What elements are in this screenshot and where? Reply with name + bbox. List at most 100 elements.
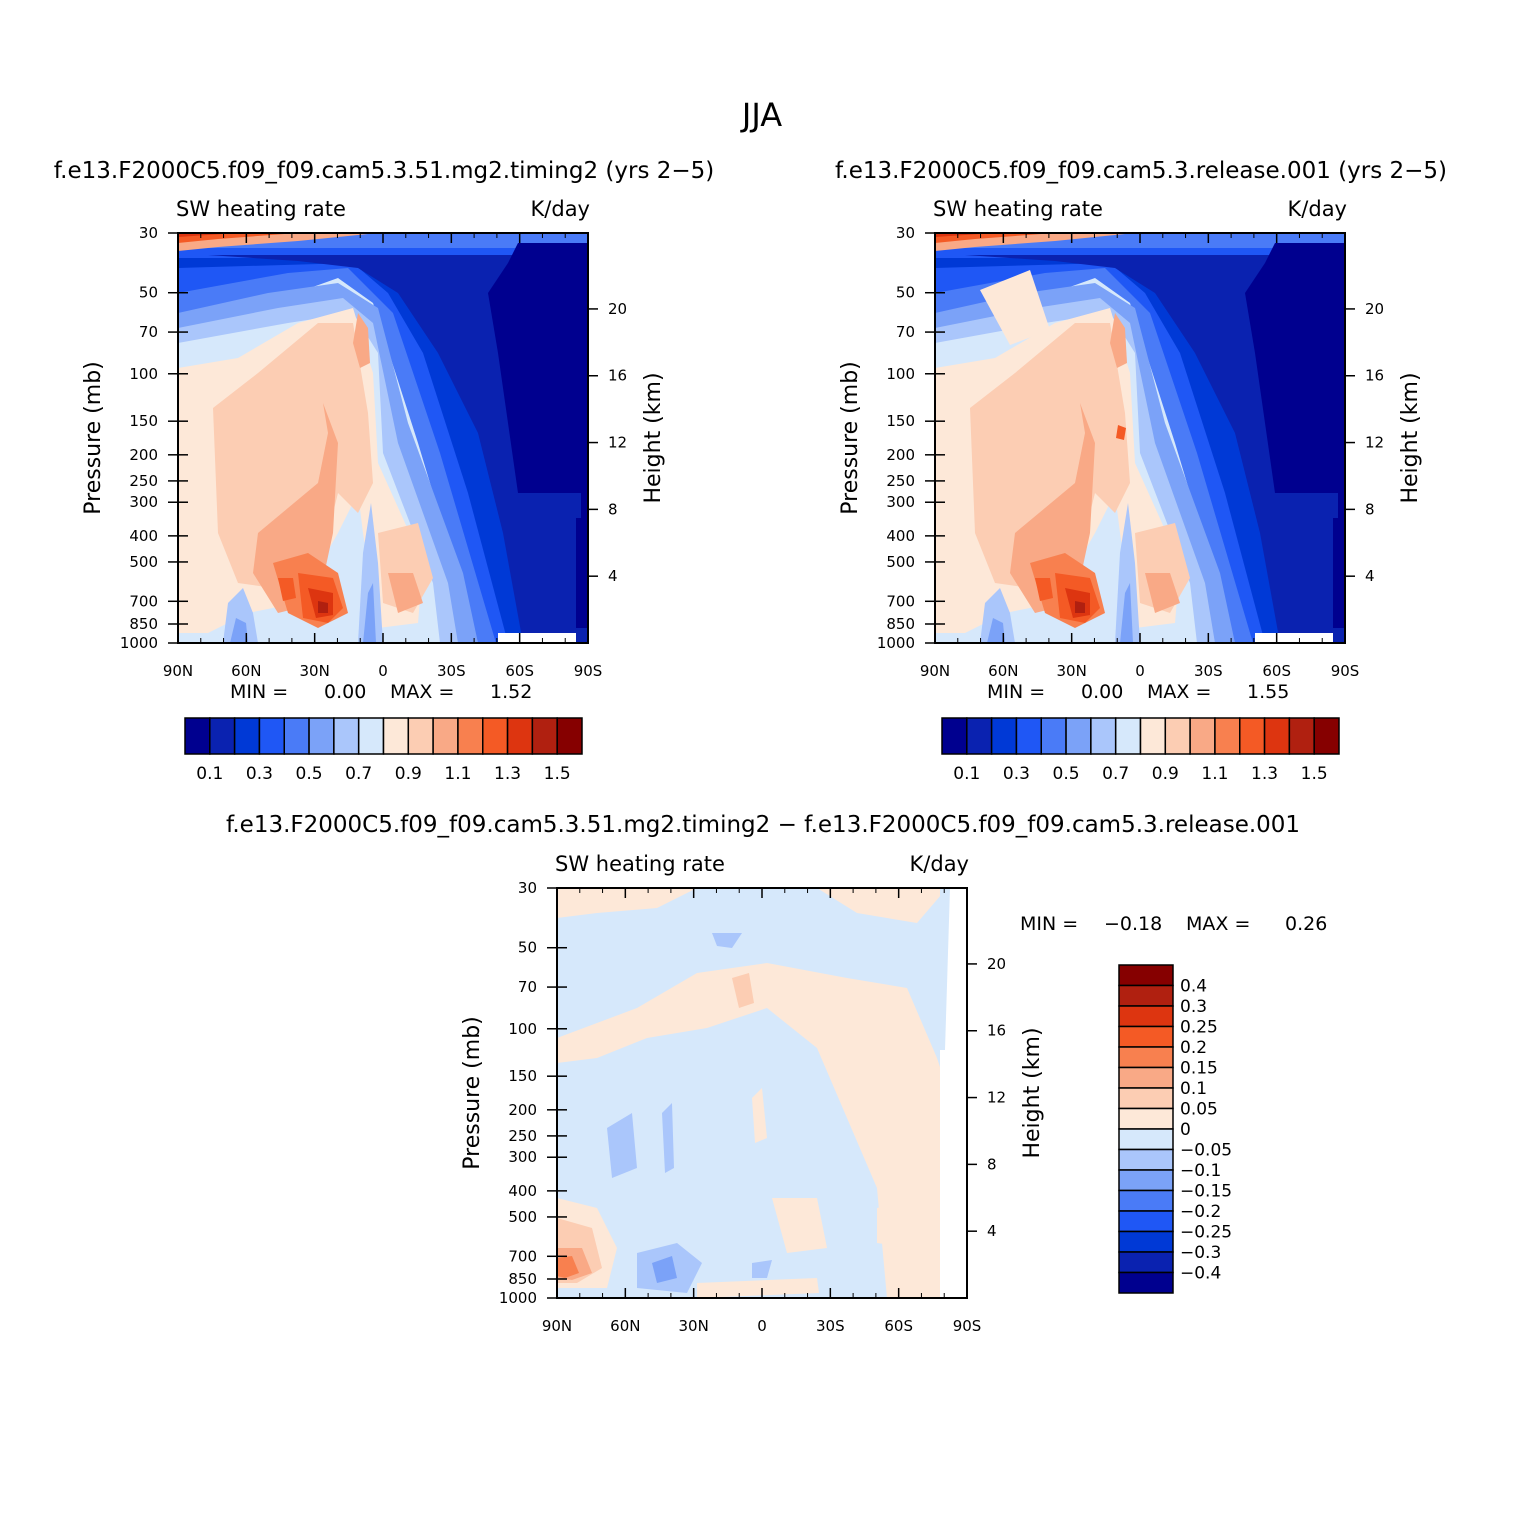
y-tick-label: 200 (129, 446, 158, 464)
colorbar-label: 0.1 (953, 764, 980, 784)
colorbar-swatch (1118, 1169, 1174, 1192)
panel-1: f.e13.F2000C5.f09_f09.cam5.3.51.mg2.timi… (54, 158, 715, 784)
colorbar-label: 0.7 (345, 764, 372, 784)
colorbar-label: 1.5 (544, 764, 571, 784)
y-tick-label: 1000 (499, 1289, 537, 1307)
y-tick-label: 400 (886, 527, 915, 545)
y-tick-label: 70 (896, 323, 915, 341)
x-tick-label: 90N (920, 662, 950, 680)
colorbar-swatch (1015, 717, 1042, 755)
colorbar-swatch (407, 717, 434, 755)
y-tick-label: 500 (129, 553, 158, 571)
panel-2-max-value: 1.55 (1247, 681, 1289, 703)
y2-tick-label: 4 (987, 1222, 997, 1240)
y-tick-label: 100 (886, 365, 915, 383)
y2-tick-label: 20 (1365, 300, 1384, 318)
colorbar-label: 0.1 (1180, 1079, 1207, 1099)
panel-3-max-label: MAX = (1186, 913, 1250, 935)
x-tick-label: 0 (757, 1317, 767, 1335)
panel-3-max-value: 0.26 (1285, 913, 1327, 935)
colorbar-label: −0.4 (1180, 1264, 1221, 1284)
colorbar-swatch (1118, 964, 1174, 987)
panel-2-case-title: f.e13.F2000C5.f09_f09.cam5.3.release.001… (835, 158, 1447, 184)
colorbar-swatch (1313, 717, 1340, 755)
panel-1-case-title: f.e13.F2000C5.f09_f09.cam5.3.51.mg2.timi… (54, 158, 715, 184)
colorbar-swatch (1118, 1230, 1174, 1253)
y-tick-label: 50 (896, 284, 915, 302)
colorbar-label: 0.4 (1180, 977, 1207, 997)
colorbar-swatch (1118, 1251, 1174, 1274)
colorbar-label: −0.2 (1180, 1202, 1221, 1222)
colorbar-label: 0.3 (1180, 997, 1207, 1017)
colorbar-swatch (233, 717, 261, 755)
colorbar-label: 1.3 (1251, 764, 1278, 784)
colorbar-swatch (990, 717, 1018, 755)
x-tick-label: 90S (953, 1317, 982, 1335)
y2-tick-label: 20 (987, 955, 1006, 973)
y2-tick-label: 16 (608, 367, 627, 385)
colorbar-swatch (209, 717, 236, 755)
x-tick-label: 90S (574, 662, 603, 680)
y2-tick-label: 16 (1365, 367, 1384, 385)
x-tick-label: 60S (884, 1317, 913, 1335)
panel-1-min-label: MIN = (230, 681, 288, 703)
colorbar-label: 0.7 (1102, 764, 1129, 784)
y-tick-label: 200 (508, 1101, 537, 1119)
colorbar-swatch (1118, 1087, 1174, 1110)
colorbar-swatch (1139, 717, 1167, 755)
colorbar-swatch (1065, 717, 1092, 755)
y2-tick-label: 16 (987, 1022, 1006, 1040)
y2-tick-label: 12 (608, 434, 627, 452)
colorbar-label: −0.05 (1180, 1141, 1232, 1161)
colorbar-swatch (258, 717, 285, 755)
colorbar-label: 0.9 (395, 764, 422, 784)
y2-tick-label: 4 (608, 567, 618, 585)
x-tick-label: 90S (1331, 662, 1360, 680)
y-tick-label: 150 (886, 412, 915, 430)
colorbar-swatch (432, 717, 459, 755)
colorbar-swatch (1118, 1025, 1174, 1048)
x-tick-label: 30S (816, 1317, 845, 1335)
panel-1-max-value: 1.52 (490, 681, 532, 703)
colorbar-swatch (1164, 717, 1191, 755)
colorbar-swatch (1288, 717, 1315, 755)
y-tick-label: 1000 (120, 634, 158, 652)
x-tick-label: 60N (231, 662, 261, 680)
colorbar-swatch (1118, 1107, 1174, 1130)
panel-2-ylabel: Pressure (mb) (838, 361, 863, 515)
x-tick-label: 30N (1057, 662, 1087, 680)
colorbar-swatch (1090, 717, 1117, 755)
y2-tick-label: 8 (1365, 500, 1375, 518)
panel-2-variable: SW heating rate (933, 197, 1103, 221)
y-tick-label: 500 (508, 1208, 537, 1226)
x-tick-label: 90N (542, 1317, 572, 1335)
y2-tick-label: 8 (608, 500, 618, 518)
x-tick-label: 30N (300, 662, 330, 680)
panel-2-ylabel-right: Height (km) (1398, 372, 1423, 503)
y-tick-label: 70 (518, 978, 537, 996)
colorbar-label: 1.1 (1201, 764, 1228, 784)
y-tick-label: 850 (508, 1270, 537, 1288)
colorbar-swatch (1040, 717, 1067, 755)
colorbar-swatch (1118, 1066, 1174, 1089)
y-tick-label: 50 (518, 939, 537, 957)
panel-2-max-label: MAX = (1147, 681, 1211, 703)
y-tick-label: 100 (129, 365, 158, 383)
y-tick-label: 200 (886, 446, 915, 464)
y2-tick-label: 12 (987, 1089, 1006, 1107)
y-tick-label: 150 (129, 412, 158, 430)
colorbar-swatch (184, 717, 211, 755)
colorbar-label: 0.1 (196, 764, 223, 784)
x-tick-label: 30S (437, 662, 466, 680)
panel-3-min-label: MIN = (1020, 913, 1078, 935)
colorbar-swatch (283, 717, 310, 755)
colorbar-label: 1.1 (444, 764, 471, 784)
y-tick-label: 300 (508, 1148, 537, 1166)
panel-1-max-label: MAX = (390, 681, 454, 703)
figure-title: JJA (740, 96, 782, 134)
colorbar-swatch (1118, 1046, 1174, 1069)
colorbar-swatch (1118, 1128, 1174, 1151)
colorbar-swatch (941, 717, 968, 755)
colorbar-label: 0.25 (1180, 1018, 1218, 1038)
